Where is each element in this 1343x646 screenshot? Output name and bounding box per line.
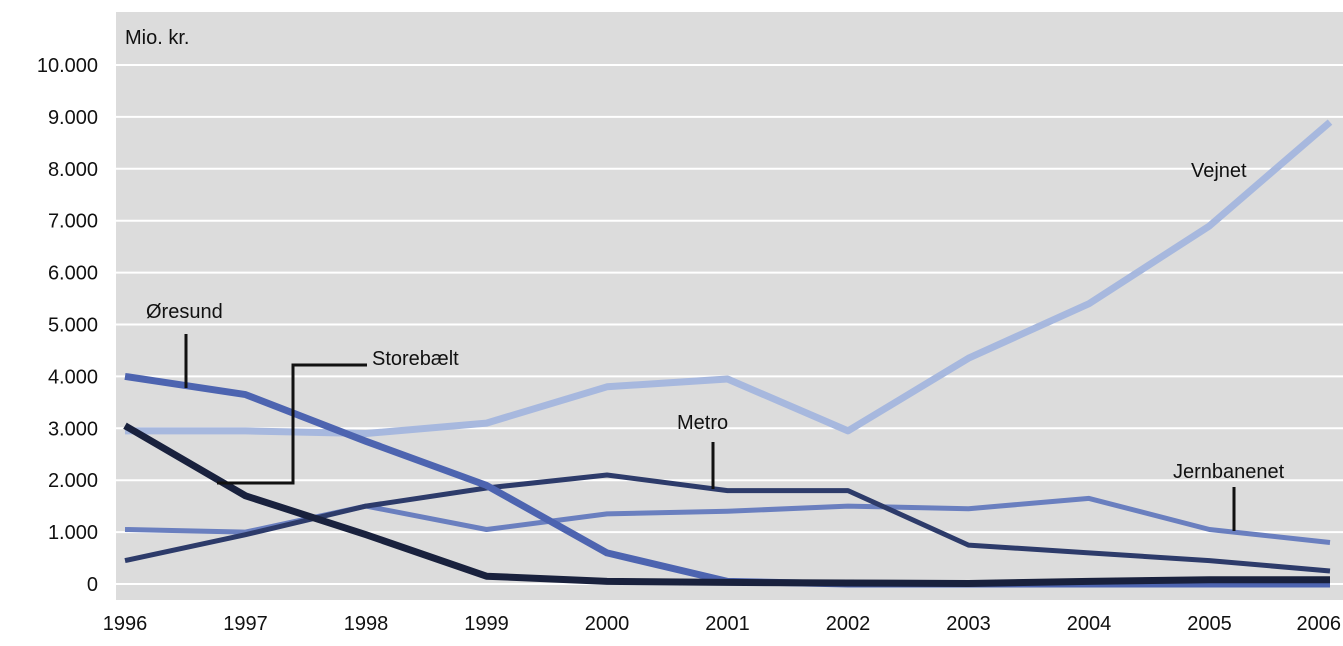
series-line-metro: [124, 472, 1331, 574]
series-annotations: Vejnet Øresund Storebælt Metro Jernbanenet: [146, 160, 1285, 483]
y-tick-label: 9.000: [48, 107, 98, 129]
x-tick-label: 1997: [223, 613, 268, 635]
y-tick-label: 4.000: [48, 366, 98, 388]
x-tick-label: 2001: [705, 613, 750, 635]
x-tick-label: 1999: [464, 613, 509, 635]
x-tick-label: 1998: [344, 613, 389, 635]
plot-background: [116, 12, 1343, 600]
y-tick-label: 3.000: [48, 418, 98, 440]
x-tick-label: 2005: [1187, 613, 1232, 635]
x-tick-label: 2004: [1067, 613, 1112, 635]
series-annotation-label: Metro: [677, 412, 728, 434]
series-line-vejnet: [125, 119, 1333, 437]
y-axis-label: Mio. kr.: [125, 27, 189, 49]
y-tick-label: 2.000: [48, 470, 98, 492]
x-tick-label: 2002: [826, 613, 871, 635]
series-lines: [123, 119, 1333, 588]
storebaelt-leader: [217, 363, 367, 485]
y-tick-label: 8.000: [48, 159, 98, 181]
y-tick-label: 6.000: [48, 263, 98, 285]
series-annotation-label: Vejnet: [1191, 160, 1247, 182]
series-annotation-label: Storebælt: [372, 348, 459, 370]
y-tick-label: 10.000: [37, 55, 98, 77]
y-tick-labels: 0 1.000 2.000 3.000 4.000 5.000 6.000 7.000 8.00…: [37, 55, 98, 596]
series-line-storebaelt: [123, 422, 1330, 587]
y-tick-label: 0: [87, 574, 98, 596]
series-annotation-label: Øresund: [146, 301, 223, 323]
x-tick-label: 2006: [1297, 613, 1342, 635]
x-tick-label: 2000: [585, 613, 630, 635]
x-tick-label: 1996: [103, 613, 148, 635]
annotation-leaders: [184, 334, 1236, 531]
x-tick-label: 2003: [946, 613, 991, 635]
y-tick-label: 5.000: [48, 315, 98, 337]
y-tick-label: 1.000: [48, 522, 98, 544]
series-annotation-label: Jernbanenet: [1173, 461, 1285, 483]
grid-lines: [116, 64, 1343, 585]
x-tick-labels: 1996 1997 1998 1999 2000 2001 2002 2003 2004 2005…: [103, 613, 1341, 635]
y-tick-label: 7.000: [48, 211, 98, 233]
